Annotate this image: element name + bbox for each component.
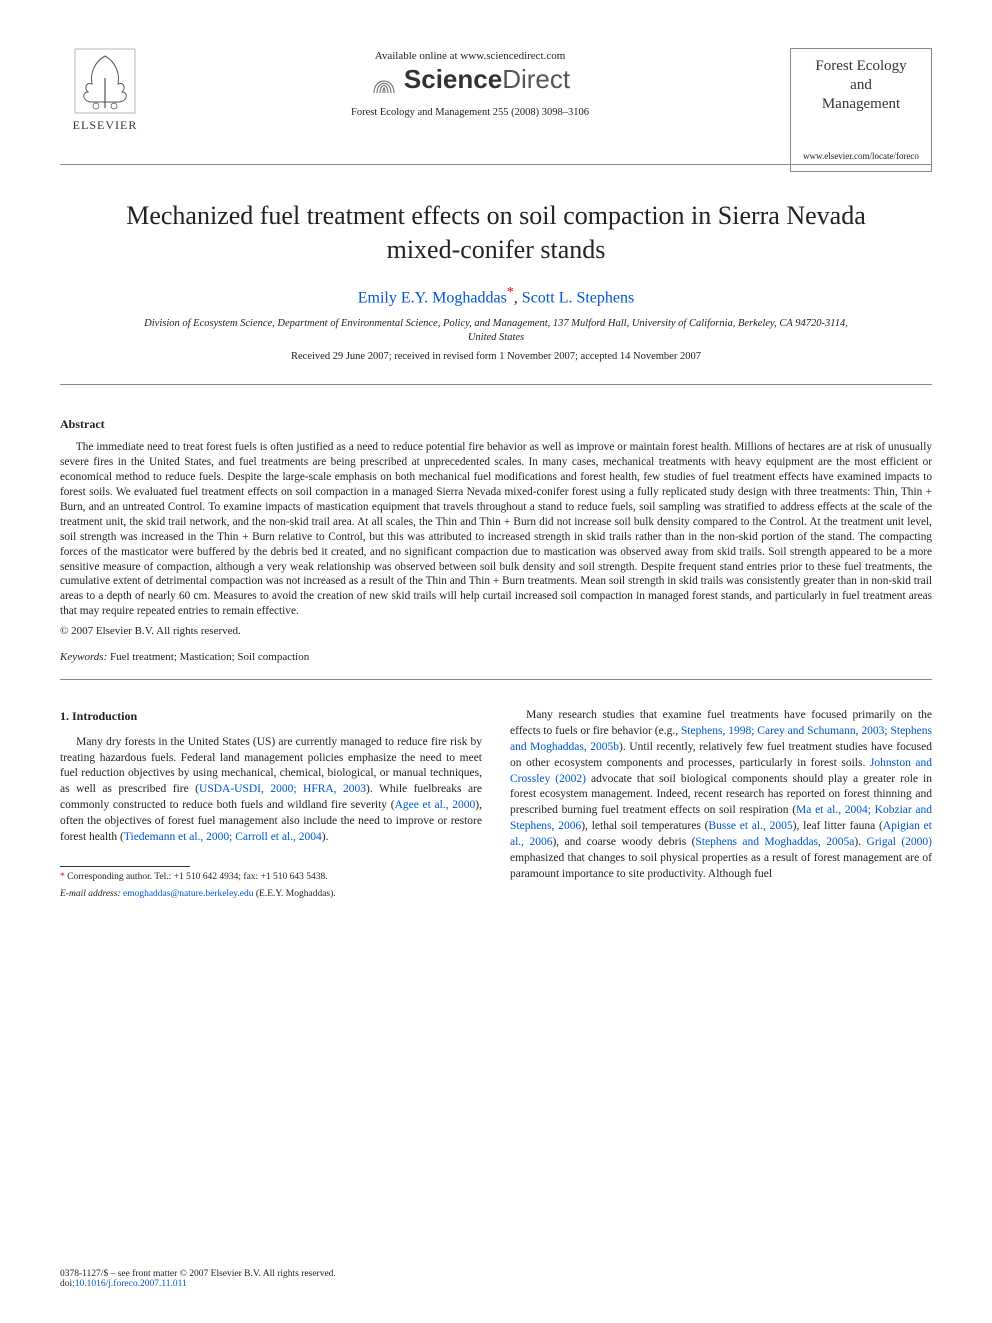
text-run: emphasized that changes to soil physical… [510, 852, 932, 880]
footnote-star-icon: * [60, 872, 65, 882]
email-label: E-mail address: [60, 889, 121, 899]
journal-cover-block: Forest Ecology and Management www.elsevi… [790, 48, 932, 172]
text-run: ), and coarse woody debris ( [552, 836, 695, 848]
keywords-line: Keywords: Fuel treatment; Mastication; S… [60, 651, 932, 663]
citation-link[interactable]: USDA-USDI, 2000; HFRA, 2003 [199, 783, 366, 795]
abstract-heading: Abstract [60, 417, 932, 432]
journal-name-line: Forest Ecology [815, 58, 906, 74]
author-link[interactable]: Scott L. Stephens [522, 289, 634, 306]
citation-link[interactable]: Busse et al., 2005 [708, 820, 792, 832]
page-footer: 0378-1127/$ – see front matter © 2007 El… [60, 1269, 932, 1289]
corresponding-footnote: * Corresponding author. Tel.: +1 510 642… [60, 871, 482, 884]
article-dates: Received 29 June 2007; received in revis… [60, 351, 932, 362]
citation-line: Forest Ecology and Management 255 (2008)… [351, 107, 589, 118]
citation-link[interactable]: Stephens and Moghaddas, 2005a [695, 836, 854, 848]
sciencedirect-wordmark: ScienceDirect [404, 64, 570, 95]
corresponding-star-icon: * [507, 285, 514, 300]
text-run: ). [854, 836, 866, 848]
abstract-text: The immediate need to treat forest fuels… [60, 440, 932, 619]
publisher-logo-block: ELSEVIER [60, 48, 150, 133]
title-rule [60, 384, 932, 385]
paragraph: Many dry forests in the United States (U… [60, 735, 482, 846]
fingerprint-icon [370, 65, 398, 95]
footnote-text: Corresponding author. Tel.: +1 510 642 4… [67, 872, 328, 882]
email-suffix: (E.E.Y. Moghaddas). [256, 889, 336, 899]
header-center: Available online at www.sciencedirect.co… [150, 48, 790, 118]
footer-left: 0378-1127/$ – see front matter © 2007 El… [60, 1269, 336, 1289]
text-run: ). [322, 831, 329, 843]
footnote-rule [60, 866, 190, 867]
header-row: ELSEVIER Available online at www.science… [60, 48, 932, 158]
keywords-label: Keywords: [60, 651, 107, 663]
citation-link[interactable]: Agee et al., 2000 [395, 799, 476, 811]
email-link[interactable]: emoghaddas@nature.berkeley.edu [123, 889, 254, 899]
sciencedirect-logo-row: ScienceDirect [370, 64, 570, 95]
doi-label: doi: [60, 1279, 75, 1289]
journal-name-line: Management [822, 96, 900, 112]
citation-link[interactable]: Tiedemann et al., 2000; Carroll et al., … [124, 831, 322, 843]
section-heading: 1. Introduction [60, 708, 482, 725]
right-column: Many research studies that examine fuel … [510, 708, 932, 900]
left-column: 1. Introduction Many dry forests in the … [60, 708, 482, 900]
email-footnote: E-mail address: emoghaddas@nature.berkel… [60, 888, 482, 901]
elsevier-tree-icon [74, 48, 136, 114]
section-number: 1. [60, 709, 69, 723]
publisher-label: ELSEVIER [73, 118, 138, 133]
doi-line: doi:10.1016/j.foreco.2007.11.011 [60, 1279, 336, 1289]
text-run: ), leaf litter fauna ( [793, 820, 883, 832]
section-title: Introduction [72, 709, 137, 723]
available-online-text: Available online at www.sciencedirect.co… [375, 50, 566, 62]
abstract-rule [60, 679, 932, 680]
doi-link[interactable]: 10.1016/j.foreco.2007.11.011 [75, 1279, 187, 1289]
journal-homepage-link[interactable]: www.elsevier.com/locate/foreco [803, 151, 919, 161]
paper-title: Mechanized fuel treatment effects on soi… [100, 199, 892, 267]
author-link[interactable]: Emily E.Y. Moghaddas [358, 289, 507, 306]
journal-name: Forest Ecology and Management [815, 57, 906, 113]
issn-line: 0378-1127/$ – see front matter © 2007 El… [60, 1269, 336, 1279]
abstract-section: Abstract The immediate need to treat for… [60, 417, 932, 663]
citation-link[interactable]: Grigal (2000) [867, 836, 932, 848]
paragraph: Many research studies that examine fuel … [510, 708, 932, 882]
body-columns: 1. Introduction Many dry forests in the … [60, 708, 932, 900]
keywords-values: Fuel treatment; Mastication; Soil compac… [110, 651, 309, 663]
journal-name-line: and [850, 77, 872, 93]
abstract-copyright: © 2007 Elsevier B.V. All rights reserved… [60, 625, 932, 637]
text-run: ), lethal soil temperatures ( [581, 820, 708, 832]
author-list: Emily E.Y. Moghaddas*, Scott L. Stephens [60, 285, 932, 307]
affiliation: Division of Ecosystem Science, Departmen… [130, 317, 862, 345]
